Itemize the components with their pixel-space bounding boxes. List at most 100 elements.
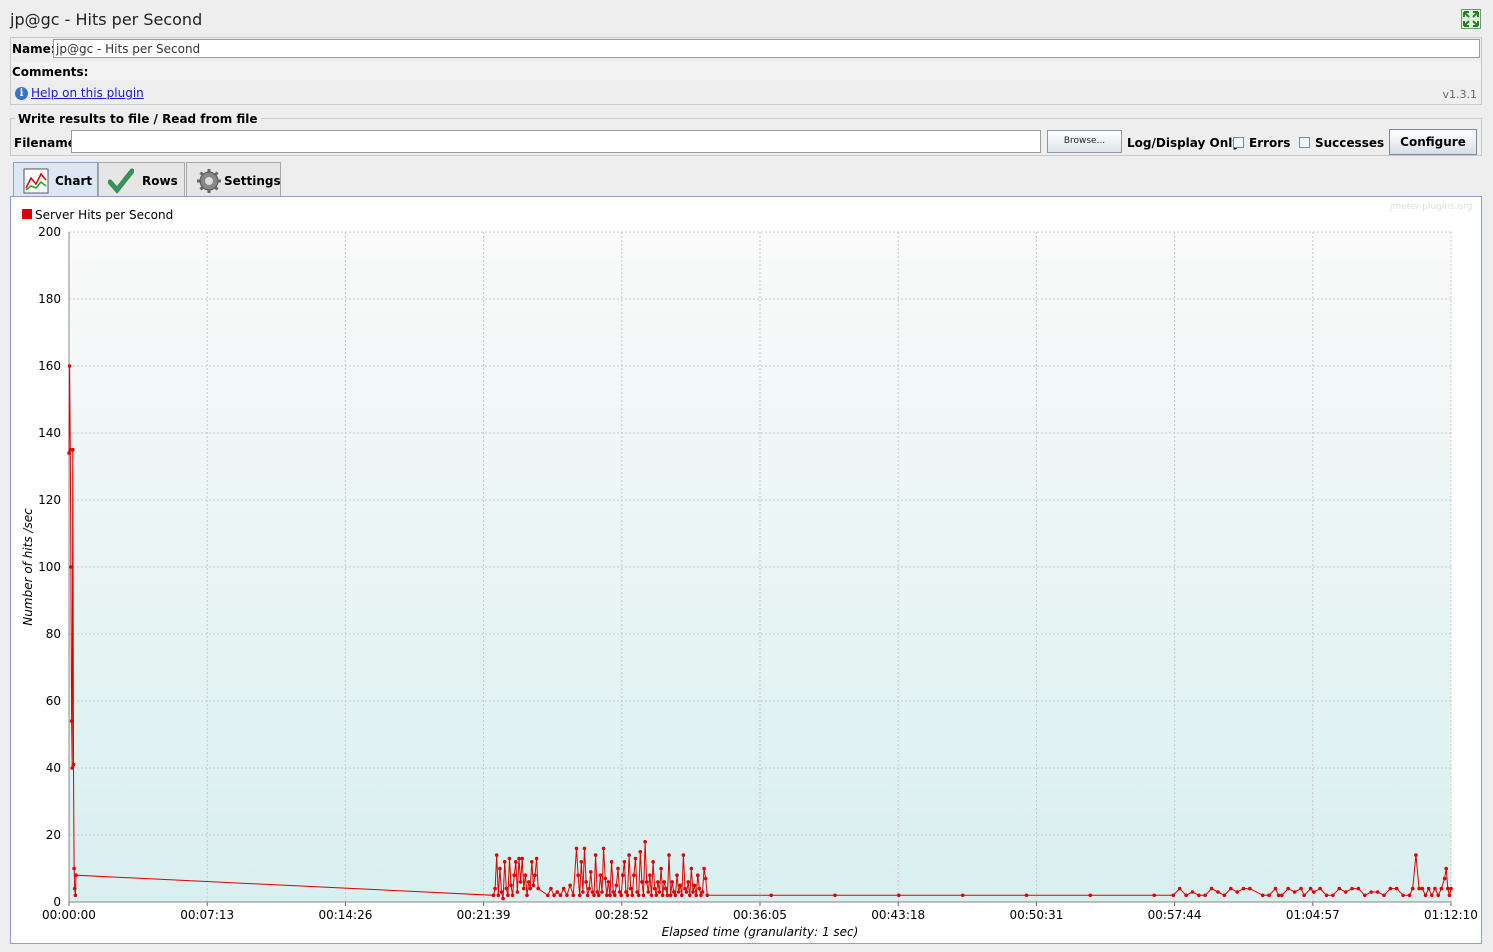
data-point <box>498 866 502 871</box>
comments-row[interactable]: Comments: <box>11 62 1481 80</box>
data-point <box>636 893 641 898</box>
legend-swatch <box>22 209 32 219</box>
data-point <box>633 856 638 861</box>
data-point <box>1024 893 1029 898</box>
data-point <box>552 893 556 898</box>
data-point <box>699 893 703 898</box>
data-point <box>673 893 678 898</box>
data-point <box>1394 886 1399 891</box>
data-point <box>632 873 636 877</box>
data-point <box>1446 886 1450 891</box>
errors-checkbox[interactable] <box>1233 137 1244 148</box>
data-point <box>683 886 687 891</box>
window-title: jp@gc - Hits per Second <box>10 10 203 29</box>
data-point <box>654 893 659 898</box>
data-point <box>68 447 73 452</box>
data-point <box>1382 893 1386 898</box>
data-point <box>73 893 78 898</box>
data-point <box>1410 886 1415 891</box>
data-point <box>601 846 606 851</box>
data-point <box>630 893 635 898</box>
maximize-icon[interactable] <box>1461 9 1481 29</box>
configure-button[interactable]: Configure <box>1389 129 1477 155</box>
checkmark-icon <box>108 168 134 194</box>
y-tick-label: 140 <box>38 426 61 440</box>
data-point <box>681 853 686 857</box>
data-point <box>515 890 520 894</box>
data-point <box>660 893 665 898</box>
data-point <box>593 853 598 857</box>
successes-label: Successes <box>1315 136 1385 150</box>
data-point <box>1444 866 1448 871</box>
name-input[interactable]: jp@gc - Hits per Second <box>53 39 1480 58</box>
data-point <box>74 873 78 877</box>
data-point <box>1407 893 1412 898</box>
data-point <box>1401 893 1405 898</box>
data-point <box>652 886 657 891</box>
data-point <box>665 893 670 898</box>
y-axis-label: Number of hits /sec <box>21 508 35 626</box>
file-panel <box>10 118 1482 156</box>
data-point <box>69 565 73 569</box>
data-point <box>702 866 706 871</box>
data-point <box>648 873 652 877</box>
y-tick-label: 60 <box>46 694 61 708</box>
data-point <box>1442 876 1447 881</box>
x-tick-label: 01:12:10 <box>1424 908 1478 922</box>
name-label: Name: <box>12 42 56 56</box>
data-point <box>684 890 689 894</box>
tab-rows[interactable]: Rows <box>98 162 185 197</box>
data-point <box>638 850 643 854</box>
data-point <box>518 880 523 884</box>
data-point <box>700 890 705 894</box>
data-point <box>1369 890 1373 894</box>
tab-settings[interactable]: Settings <box>186 162 281 197</box>
data-point <box>499 890 504 894</box>
x-tick-label: 00:14:26 <box>318 908 372 922</box>
data-point <box>561 886 566 891</box>
data-point <box>1350 886 1354 891</box>
y-tick-label: 100 <box>38 560 61 574</box>
data-point <box>1356 886 1361 891</box>
data-point <box>680 893 684 898</box>
data-point <box>643 839 647 844</box>
data-point <box>1414 853 1418 857</box>
data-point <box>1331 893 1335 898</box>
tab-chart[interactable]: Chart <box>13 162 98 198</box>
data-point <box>662 880 666 884</box>
tab-settings-label: Settings <box>224 174 281 188</box>
filename-input[interactable] <box>71 130 1041 153</box>
data-point <box>546 893 550 898</box>
x-tick-label: 00:43:18 <box>871 908 925 922</box>
successes-checkbox[interactable] <box>1299 137 1310 148</box>
data-point <box>69 719 74 723</box>
help-link[interactable]: Help on this plugin <box>31 86 144 100</box>
data-point <box>678 883 682 888</box>
y-tick-label: 120 <box>38 493 61 507</box>
data-point <box>703 876 708 881</box>
data-point <box>617 890 622 894</box>
data-point <box>696 873 700 877</box>
tab-chart-label: Chart <box>55 174 93 188</box>
data-point <box>496 893 501 898</box>
version-label: v1.3.1 <box>1442 88 1478 101</box>
name-panel: Name: jp@gc - Hits per Second Comments: … <box>10 37 1482 105</box>
data-point <box>589 870 593 874</box>
data-point <box>504 886 509 891</box>
data-point <box>1292 890 1297 894</box>
browse-button[interactable]: Browse... <box>1047 130 1122 153</box>
data-point <box>697 886 702 891</box>
data-point <box>520 856 524 861</box>
data-point <box>691 890 695 894</box>
data-point <box>1216 890 1220 894</box>
data-point <box>1184 893 1188 898</box>
data-point <box>676 890 681 894</box>
data-point <box>530 860 534 864</box>
data-point <box>616 866 620 871</box>
data-point <box>1177 886 1182 891</box>
data-point <box>1324 893 1329 898</box>
data-point <box>1280 893 1284 898</box>
data-point <box>1417 886 1421 891</box>
data-point <box>621 873 625 877</box>
